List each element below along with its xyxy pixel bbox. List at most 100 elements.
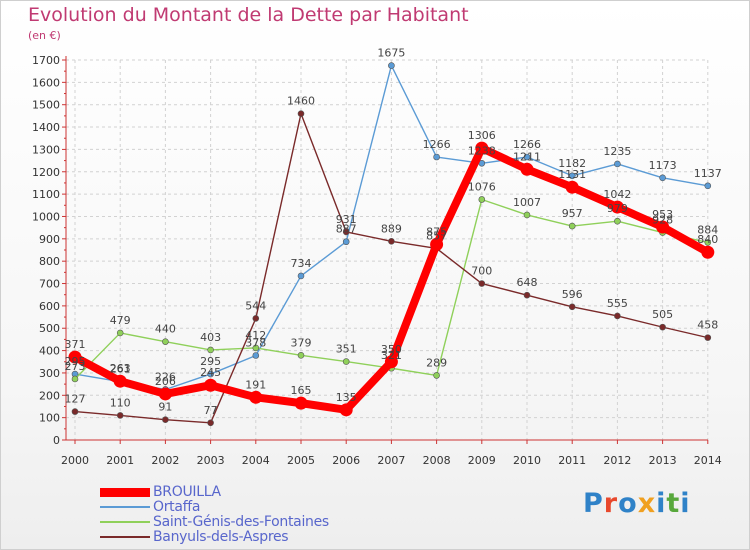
proxiti-logo: Proxiti <box>583 488 691 519</box>
legend-label: Ortaffa <box>153 499 201 515</box>
data-point-banyuls-dels-aspres <box>614 312 621 320</box>
data-point-ortaffa <box>433 153 440 161</box>
data-label-banyuls-dels-aspres: 110 <box>110 396 131 409</box>
data-point-brouilla <box>565 180 579 194</box>
data-point-brouilla <box>339 403 353 417</box>
data-point-saint-g-nis-des-fontaines <box>207 346 214 354</box>
data-label-ortaffa: 378 <box>245 337 266 350</box>
data-point-ortaffa <box>568 172 576 180</box>
data-label-ortaffa: 1266 <box>423 138 451 151</box>
y-tick-label: 100 <box>39 412 60 425</box>
data-label-banyuls-dels-aspres: 505 <box>652 308 673 321</box>
chart-subtitle: (en €) <box>28 29 61 42</box>
x-tick-label: 2005 <box>287 454 315 467</box>
data-label-saint-g-nis-des-fontaines: 289 <box>426 356 447 369</box>
data-label-banyuls-dels-aspres: 931 <box>336 213 357 226</box>
data-label-brouilla: 191 <box>245 378 266 391</box>
chart-title: Evolution du Montant de la Dette par Hab… <box>28 4 469 26</box>
data-point-brouilla <box>204 378 218 392</box>
x-tick-label: 2013 <box>649 454 677 467</box>
y-tick-label: 1300 <box>32 143 60 156</box>
data-label-banyuls-dels-aspres: 596 <box>562 288 583 301</box>
data-point-brouilla <box>294 396 308 410</box>
data-point-saint-g-nis-des-fontaines <box>342 358 350 365</box>
data-label-saint-g-nis-des-fontaines: 1007 <box>513 196 541 209</box>
legend-label: BROUILLA <box>153 484 221 500</box>
data-point-saint-g-nis-des-fontaines <box>433 372 440 379</box>
data-label-brouilla: 1306 <box>468 129 496 142</box>
data-label-saint-g-nis-des-fontaines: 884 <box>697 223 718 236</box>
data-label-brouilla: 875 <box>426 225 447 238</box>
data-label-brouilla: 263 <box>110 362 131 375</box>
data-label-banyuls-dels-aspres: 544 <box>245 299 266 312</box>
legend-label: Saint-Génis-des-Fontaines <box>153 514 329 530</box>
data-label-banyuls-dels-aspres: 857 <box>426 229 447 242</box>
data-point-ortaffa <box>252 352 260 359</box>
data-point-brouilla <box>430 237 444 251</box>
data-point-brouilla <box>610 200 624 214</box>
data-label-brouilla: 165 <box>291 384 312 397</box>
data-point-banyuls-dels-aspres <box>523 291 531 299</box>
data-label-ortaffa: 887 <box>336 223 357 236</box>
data-label-brouilla: 840 <box>697 233 718 246</box>
data-label-brouilla: 371 <box>65 338 86 351</box>
data-point-banyuls-dels-aspres <box>71 408 79 415</box>
data-label-ortaffa: 1182 <box>558 157 586 170</box>
data-point-banyuls-dels-aspres <box>252 315 260 322</box>
data-label-saint-g-nis-des-fontaines: 273 <box>65 360 86 373</box>
data-point-banyuls-dels-aspres <box>207 419 214 427</box>
data-point-saint-g-nis-des-fontaines <box>71 375 79 383</box>
data-label-brouilla: 206 <box>155 375 176 388</box>
data-label-brouilla: 953 <box>652 208 673 221</box>
legend-label: Banyuls-dels-Aspres <box>153 529 289 545</box>
data-point-saint-g-nis-des-fontaines <box>297 351 305 359</box>
data-point-brouilla <box>249 390 263 404</box>
data-label-saint-g-nis-des-fontaines: 979 <box>607 202 628 215</box>
data-label-ortaffa: 1235 <box>603 145 631 158</box>
data-point-banyuls-dels-aspres <box>704 334 712 341</box>
data-point-banyuls-dels-aspres <box>297 110 305 117</box>
y-tick-label: 300 <box>39 367 60 380</box>
data-label-banyuls-dels-aspres: 1460 <box>287 95 315 108</box>
data-label-banyuls-dels-aspres: 555 <box>607 297 628 310</box>
data-point-ortaffa <box>297 272 305 280</box>
y-tick-label: 200 <box>39 389 60 402</box>
legend-swatch <box>100 506 150 508</box>
data-point-brouilla <box>158 387 172 401</box>
y-tick-label: 1600 <box>32 76 60 89</box>
data-label-brouilla: 1131 <box>558 168 586 181</box>
x-tick-label: 2010 <box>513 454 541 467</box>
data-point-brouilla <box>384 355 398 369</box>
y-tick-label: 1400 <box>32 121 60 134</box>
data-point-banyuls-dels-aspres <box>478 280 486 287</box>
x-tick-label: 2011 <box>558 454 586 467</box>
data-point-saint-g-nis-des-fontaines <box>704 239 712 246</box>
data-point-ortaffa <box>523 153 531 161</box>
x-tick-label: 2007 <box>377 454 405 467</box>
data-point-banyuls-dels-aspres <box>162 416 169 423</box>
data-label-saint-g-nis-des-fontaines: 1076 <box>468 180 496 193</box>
data-point-saint-g-nis-des-fontaines <box>116 329 124 337</box>
data-point-ortaffa <box>614 160 621 168</box>
data-point-saint-g-nis-des-fontaines <box>614 217 621 225</box>
y-tick-label: 1000 <box>32 210 60 223</box>
data-label-banyuls-dels-aspres: 700 <box>471 265 492 278</box>
data-point-banyuls-dels-aspres <box>116 412 124 419</box>
x-tick-label: 2001 <box>106 454 134 467</box>
data-label-ortaffa: 261 <box>110 363 131 376</box>
data-label-saint-g-nis-des-fontaines: 379 <box>291 336 312 349</box>
data-point-saint-g-nis-des-fontaines <box>162 338 169 345</box>
data-label-brouilla: 135 <box>336 391 357 404</box>
data-label-saint-g-nis-des-fontaines: 479 <box>110 314 131 327</box>
y-tick-label: 700 <box>39 278 60 291</box>
data-point-banyuls-dels-aspres <box>342 228 350 236</box>
legend-swatch <box>100 536 150 538</box>
x-tick-label: 2003 <box>197 454 225 467</box>
data-label-saint-g-nis-des-fontaines: 928 <box>652 214 673 227</box>
data-point-banyuls-dels-aspres <box>388 237 395 245</box>
legend-swatch <box>100 487 150 497</box>
data-point-brouilla <box>656 220 670 234</box>
data-label-banyuls-dels-aspres: 648 <box>517 276 538 289</box>
data-label-saint-g-nis-des-fontaines: 957 <box>562 207 583 220</box>
